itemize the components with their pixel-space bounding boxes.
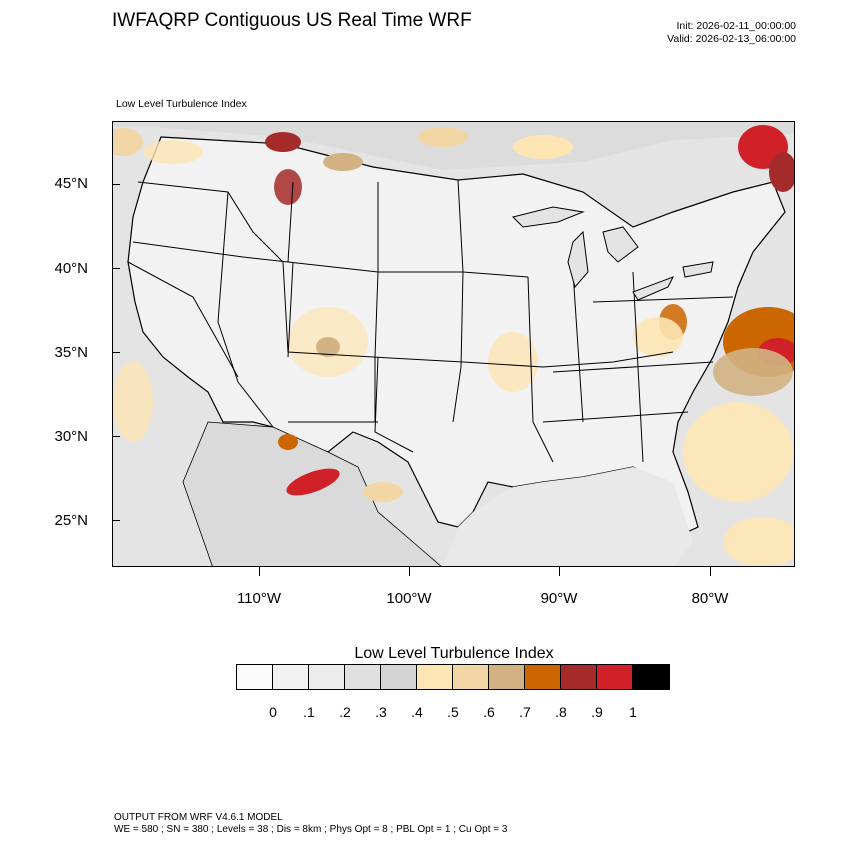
lon-label-110w: 110°W bbox=[236, 590, 282, 607]
lat-tick bbox=[112, 436, 120, 437]
map-panel bbox=[112, 121, 795, 567]
colorbar-label: .5 bbox=[447, 704, 459, 720]
colorbar bbox=[236, 664, 670, 690]
field-subtitle: Low Level Turbulence Index bbox=[116, 98, 247, 110]
colorbar-label: 0 bbox=[269, 704, 277, 720]
lat-label-30n: 30°N bbox=[54, 428, 88, 445]
lon-tick bbox=[710, 566, 711, 576]
lat-tick bbox=[112, 184, 120, 185]
lon-label-80w: 80°W bbox=[691, 590, 729, 607]
colorbar-swatch bbox=[417, 665, 453, 689]
state-boundaries bbox=[127, 179, 734, 463]
valid-time: Valid: 2026-02-13_06:00:00 bbox=[667, 33, 796, 45]
lon-label-90w: 90°W bbox=[540, 590, 578, 607]
colorbar-label: 1 bbox=[629, 704, 637, 720]
colorbar-label: .8 bbox=[555, 704, 567, 720]
lat-tick bbox=[112, 520, 120, 521]
lon-tick bbox=[259, 566, 260, 576]
colorbar-label: .9 bbox=[591, 704, 603, 720]
colorbar-swatch bbox=[309, 665, 345, 689]
colorbar-label: .4 bbox=[411, 704, 423, 720]
lat-label-45n: 45°N bbox=[54, 175, 88, 192]
lat-tick bbox=[112, 268, 120, 269]
lat-tick bbox=[112, 352, 120, 353]
model-parameters: WE = 580 ; SN = 380 ; Levels = 38 ; Dis … bbox=[114, 824, 508, 835]
great-lakes bbox=[512, 206, 714, 301]
lon-label-100w: 100°W bbox=[386, 590, 432, 607]
lat-label-35n: 35°N bbox=[54, 344, 88, 361]
colorbar-swatch bbox=[273, 665, 309, 689]
map-svg bbox=[113, 122, 794, 566]
lon-tick bbox=[409, 566, 410, 576]
mexico-region bbox=[182, 421, 442, 566]
init-time: Init: 2026-02-11_00:00:00 bbox=[676, 20, 796, 32]
turbulence-patches bbox=[113, 125, 794, 566]
colorbar-label: .7 bbox=[519, 704, 531, 720]
colorbar-swatch bbox=[561, 665, 597, 689]
colorbar-label: .6 bbox=[483, 704, 495, 720]
colorbar-label: .1 bbox=[303, 704, 315, 720]
lat-label-40n: 40°N bbox=[54, 260, 88, 277]
colorbar-swatch bbox=[381, 665, 417, 689]
colorbar-swatch bbox=[489, 665, 525, 689]
model-info: OUTPUT FROM WRF V4.6.1 MODEL bbox=[114, 812, 283, 823]
lon-tick bbox=[559, 566, 560, 576]
map-title: IWFAQRP Contiguous US Real Time WRF bbox=[112, 10, 472, 31]
colorbar-swatch bbox=[633, 665, 669, 689]
lat-label-25n: 25°N bbox=[54, 512, 88, 529]
gulf-of-mexico bbox=[443, 467, 693, 566]
colorbar-swatch bbox=[525, 665, 561, 689]
colorbar-label: .3 bbox=[375, 704, 387, 720]
colorbar-swatch bbox=[345, 665, 381, 689]
colorbar-swatch bbox=[453, 665, 489, 689]
colorbar-label: .2 bbox=[339, 704, 351, 720]
colorbar-swatch bbox=[597, 665, 633, 689]
colorbar-swatch bbox=[237, 665, 273, 689]
legend-title: Low Level Turbulence Index bbox=[354, 645, 554, 662]
